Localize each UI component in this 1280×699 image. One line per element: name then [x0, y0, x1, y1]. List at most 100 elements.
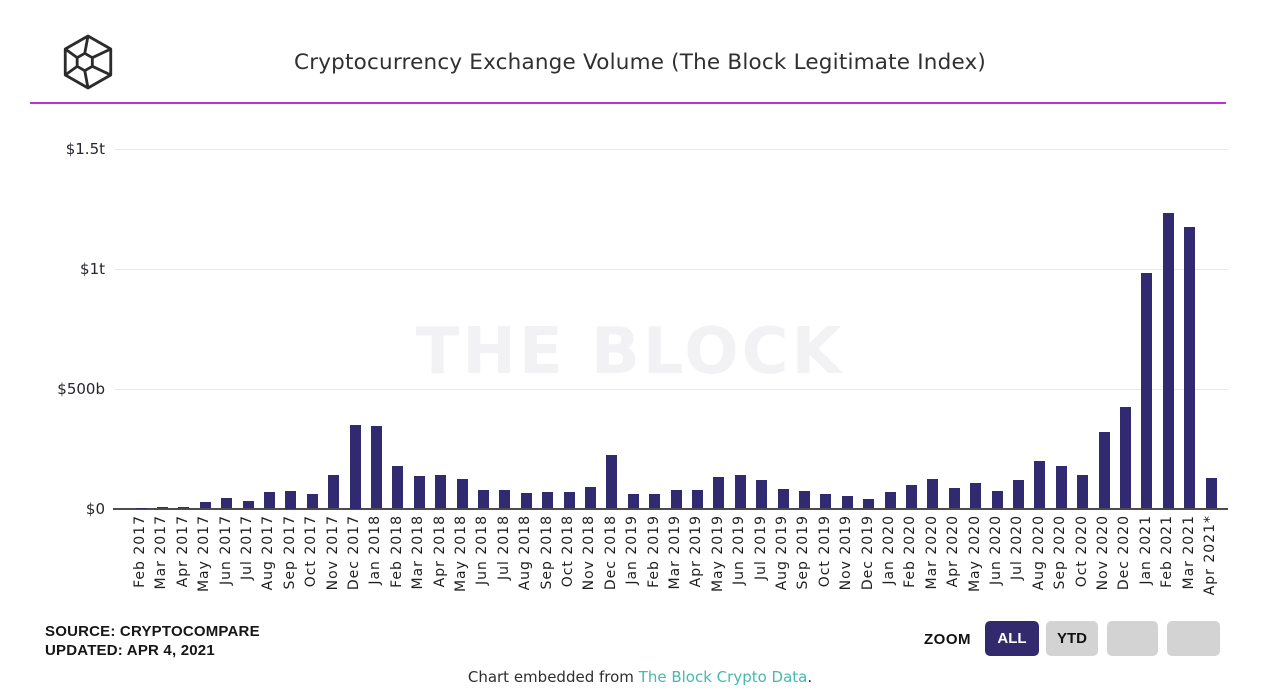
x-axis-label: Aug 2018 [517, 515, 534, 591]
x-axis-label: Jun 2020 [988, 515, 1004, 585]
x-axis-label: Sep 2017 [281, 515, 298, 590]
footer-link[interactable]: The Block Crypto Data [638, 668, 808, 686]
x-axis-label: Aug 2017 [260, 515, 277, 591]
x-axis-label: Jul 2017 [239, 515, 255, 580]
x-axis-label: Mar 2019 [667, 515, 683, 590]
x-axis-label: Nov 2020 [1095, 515, 1111, 591]
x-axis-label: Jun 2017 [217, 515, 234, 585]
x-axis-label: Apr 2019 [688, 515, 705, 588]
bar [670, 489, 682, 509]
bar [841, 496, 853, 509]
x-axis-label: Jul 2018 [495, 515, 512, 580]
x-axis-label: Apr 2018 [431, 515, 448, 588]
bar [798, 490, 810, 509]
bar [927, 479, 939, 509]
updated-line: UPDATED: APR 4, 2021 [45, 642, 215, 659]
x-axis-label: Dec 2020 [1116, 515, 1133, 591]
bar [542, 491, 554, 509]
bar [1077, 475, 1089, 509]
zoom-button-blank-1[interactable] [1107, 621, 1158, 656]
the-block-logo-icon [63, 34, 113, 90]
bar [413, 475, 425, 509]
x-axis-label: Apr 2017 [174, 515, 191, 588]
x-axis-label: Oct 2018 [560, 515, 576, 588]
x-axis-label: May 2018 [453, 515, 469, 593]
x-axis-label: Aug 2020 [1030, 515, 1047, 591]
bar [905, 485, 917, 509]
x-axis-label: Dec 2017 [346, 515, 362, 591]
y-axis-label: $1t [80, 259, 105, 278]
x-axis-label: Sep 2018 [538, 515, 555, 590]
bar [606, 455, 618, 509]
gridline [115, 148, 1228, 150]
x-axis-label: Sep 2020 [1052, 515, 1069, 590]
y-axis-label: $0 [85, 499, 105, 518]
x-axis-label: Feb 2017 [132, 515, 148, 588]
watermark: THE BLOCK [415, 315, 845, 389]
bar [1098, 432, 1110, 509]
x-axis-label: Dec 2018 [602, 515, 619, 591]
source-line: SOURCE: CRYPTOCOMPARE [45, 623, 260, 640]
bar [948, 487, 960, 509]
bar [156, 506, 168, 509]
bar [691, 489, 703, 509]
x-axis-label: Jun 2019 [731, 515, 748, 585]
bar [1162, 213, 1174, 509]
x-axis-label: Oct 2020 [1073, 515, 1090, 588]
y-axis-label: $500b [57, 379, 105, 398]
bar [135, 507, 147, 509]
x-axis-label: Mar 2021 [1180, 515, 1197, 590]
bar [199, 502, 211, 509]
bar [349, 424, 361, 509]
bar [263, 492, 275, 509]
bar [178, 506, 190, 509]
x-axis-label: Apr 2020 [945, 515, 962, 588]
bar [584, 486, 596, 509]
bar [970, 482, 982, 509]
x-axis-label: Oct 2017 [303, 515, 320, 588]
source-block: SOURCE: CRYPTOCOMPARE UPDATED: APR 4, 20… [45, 622, 260, 660]
bar [306, 493, 318, 509]
bar [884, 491, 896, 509]
x-axis-line [113, 507, 1228, 510]
x-axis-label: Jan 2021 [1137, 515, 1154, 585]
bar [328, 475, 340, 509]
bar [435, 475, 447, 509]
x-axis-label: Jan 2019 [624, 515, 641, 585]
x-axis-label: Jan 2018 [367, 515, 384, 585]
zoom-button-ytd[interactable]: YTD [1046, 621, 1098, 656]
bar [1012, 480, 1024, 509]
page-title: Cryptocurrency Exchange Volume (The Bloc… [293, 50, 987, 75]
gridline [115, 388, 1228, 390]
bar [991, 491, 1003, 509]
bar [777, 489, 789, 509]
bar [649, 494, 661, 509]
x-axis-label: Feb 2021 [1159, 515, 1176, 588]
x-axis-label: Feb 2020 [902, 515, 919, 588]
x-axis-label: Nov 2019 [838, 515, 855, 591]
y-axis-label: $1.5t [65, 139, 105, 158]
x-axis-label: May 2019 [709, 515, 726, 593]
bar [456, 479, 468, 509]
bar [756, 479, 768, 509]
bar [1034, 461, 1046, 509]
x-axis-label: Mar 2018 [410, 515, 427, 590]
footer-period: . [807, 668, 813, 686]
bar [863, 499, 875, 509]
x-axis-label: Nov 2018 [581, 515, 598, 591]
x-axis-label: Jul 2020 [1009, 515, 1026, 580]
x-axis-label: May 2020 [966, 515, 983, 593]
zoom-button-blank-2[interactable] [1167, 621, 1220, 656]
bar [392, 466, 404, 509]
bar [1141, 273, 1153, 509]
bar [1119, 407, 1131, 509]
x-axis-label: Feb 2019 [645, 515, 662, 588]
bar [520, 492, 532, 509]
bar [285, 490, 297, 509]
zoom-button-all[interactable]: ALL [985, 621, 1039, 656]
bar [627, 494, 639, 509]
x-axis-label: Sep 2019 [795, 515, 812, 590]
x-axis-label: Apr 2021* [1202, 515, 1218, 596]
x-axis-label: Nov 2017 [324, 515, 341, 591]
bar [563, 491, 575, 509]
